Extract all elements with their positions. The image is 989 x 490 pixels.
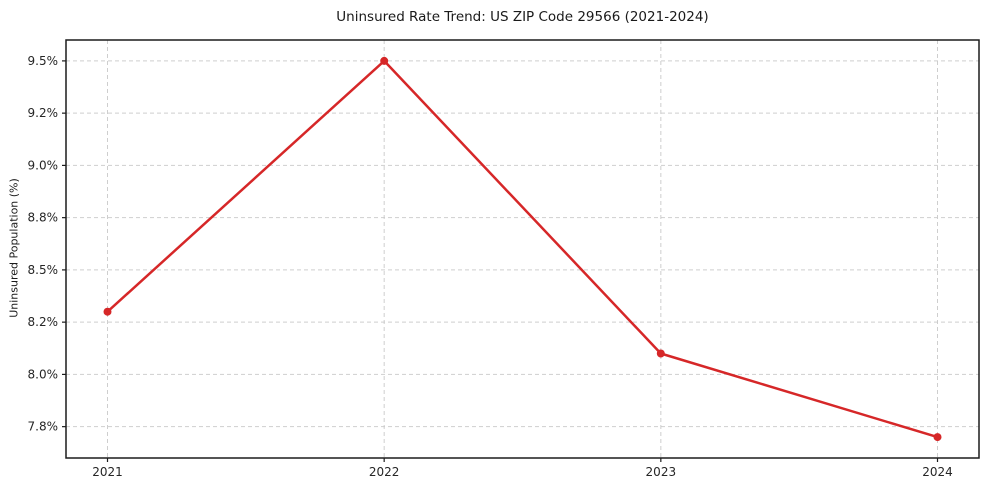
chart-title: Uninsured Rate Trend: US ZIP Code 29566 … <box>336 9 709 25</box>
y-tick-label: 8.2% <box>28 315 59 329</box>
trend-line <box>106 59 939 439</box>
y-tick-label: 9.2% <box>28 106 59 120</box>
data-point <box>656 349 665 358</box>
y-tick-label: 7.8% <box>28 420 59 434</box>
x-tick-label: 2021 <box>92 465 123 479</box>
data-point <box>103 307 112 316</box>
y-tick-label: 9.5% <box>28 54 59 68</box>
x-tick-label: 2023 <box>646 465 677 479</box>
plot-border <box>65 39 980 459</box>
x-tick-label: 2022 <box>369 465 400 479</box>
data-point <box>380 56 389 65</box>
y-tick-label: 8.8% <box>28 211 59 225</box>
y-tick-label: 8.5% <box>28 263 59 277</box>
x-tick-label: 2024 <box>922 465 953 479</box>
data-point <box>933 433 942 442</box>
y-tick-label: 9.0% <box>28 158 59 172</box>
y-tick-label: 8.0% <box>28 367 59 381</box>
